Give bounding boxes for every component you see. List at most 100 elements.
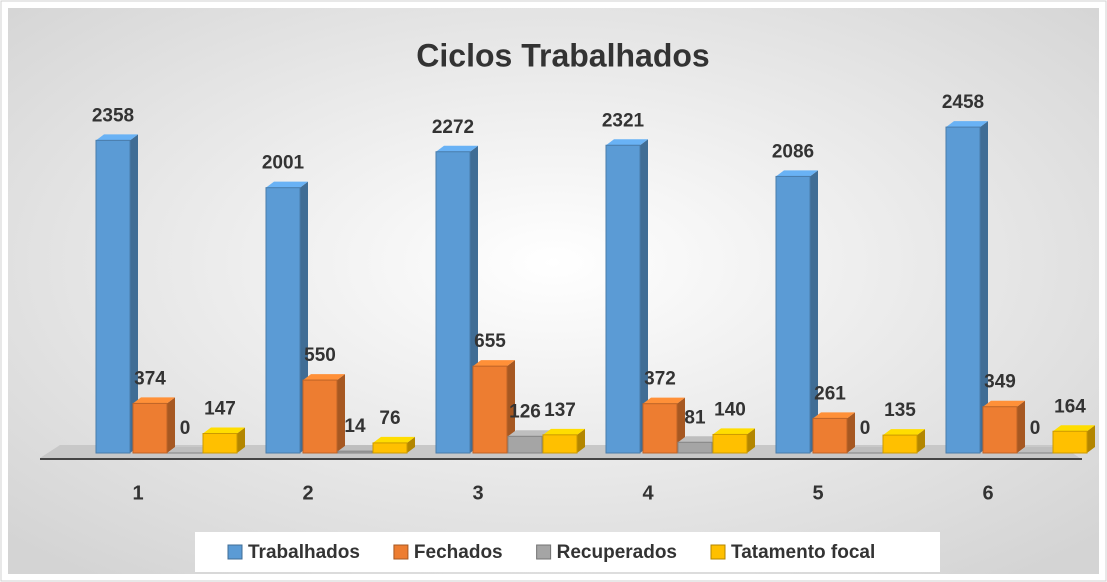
bar-side (640, 139, 648, 453)
legend-swatch (227, 544, 243, 560)
data-label: 0 (180, 418, 191, 439)
bar-top (848, 447, 890, 453)
data-label: 0 (860, 418, 871, 439)
bar-top (436, 145, 478, 152)
bar-top (1053, 425, 1095, 432)
x-tick-label: 3 (472, 482, 483, 504)
bar (542, 434, 578, 454)
bar (302, 379, 338, 454)
data-label: 76 (379, 408, 400, 429)
bar-top (946, 121, 988, 128)
data-label: 2358 (92, 105, 134, 126)
bar (642, 403, 678, 454)
bar-top (678, 436, 720, 443)
bar-side (507, 360, 515, 453)
bar-side (237, 427, 245, 453)
bar-side (167, 397, 175, 453)
x-tick-label: 5 (812, 482, 823, 504)
bar-top (203, 427, 245, 434)
data-label: 81 (684, 407, 706, 428)
data-label: 164 (1054, 396, 1086, 417)
bar-top (1018, 447, 1060, 453)
data-label: 2272 (432, 117, 474, 138)
bar (372, 442, 408, 454)
bar (882, 434, 918, 454)
data-label: 349 (984, 372, 1016, 393)
bar (202, 433, 238, 454)
data-label: 2086 (772, 141, 814, 162)
x-tick-label: 4 (642, 482, 654, 504)
data-label: 14 (344, 416, 366, 437)
bar-side (980, 121, 988, 454)
bar-top (473, 360, 515, 367)
legend-swatch (536, 544, 552, 560)
bar-side (1017, 400, 1025, 453)
bar-side (917, 429, 925, 453)
x-tick-label: 6 (982, 482, 993, 504)
bar-top (713, 428, 755, 435)
bar (435, 151, 471, 454)
bar-side (130, 134, 138, 453)
legend-label: Recuperados (557, 542, 677, 563)
data-label: 126 (509, 401, 541, 422)
data-label: 372 (644, 369, 676, 390)
legend-swatch (393, 544, 409, 560)
bar (775, 175, 811, 454)
bar-top (133, 397, 175, 404)
bar-side (337, 374, 345, 453)
data-label: 374 (134, 368, 166, 389)
bar-side (407, 436, 415, 453)
bar-top (373, 436, 415, 443)
x-tick-label: 1 (132, 482, 143, 504)
bar (95, 139, 131, 454)
data-label: 550 (304, 345, 336, 366)
bar-side (747, 428, 755, 453)
data-label: 135 (884, 400, 916, 421)
bar (1052, 430, 1088, 454)
chart-area (8, 8, 1099, 574)
bar-top (168, 447, 210, 453)
bar (605, 144, 641, 454)
bar (132, 402, 168, 454)
x-tick-label: 2 (302, 482, 313, 504)
chart-title: Ciclos Trabalhados (416, 37, 709, 73)
bar (982, 406, 1018, 454)
bar-top (813, 412, 855, 419)
bar (945, 126, 981, 454)
bar-top (643, 397, 685, 404)
data-label: 140 (714, 399, 746, 420)
data-label: 147 (204, 399, 236, 420)
bar (712, 433, 748, 454)
bar-side (847, 412, 855, 453)
bar-side (1087, 425, 1095, 453)
bar (507, 435, 543, 454)
legend-label: Tatamento focal (731, 542, 875, 563)
bar (472, 365, 508, 454)
legend (195, 532, 940, 572)
bar-top (96, 134, 138, 141)
data-label: 2001 (262, 153, 305, 174)
bar-top (606, 139, 648, 146)
bar (337, 450, 373, 454)
bar-top (983, 400, 1025, 407)
data-label: 655 (474, 331, 506, 352)
legend-swatch (710, 544, 726, 560)
data-label: 2458 (942, 92, 984, 113)
bar-top (303, 374, 345, 381)
bar-top (338, 445, 380, 452)
bar-top (543, 428, 585, 435)
data-label: 2321 (602, 110, 645, 131)
bar-top (883, 429, 925, 436)
bar-top (266, 181, 308, 188)
bar (677, 441, 713, 454)
bar (265, 187, 301, 454)
bar-side (577, 428, 585, 453)
data-label: 137 (544, 400, 576, 421)
bar-top (508, 430, 550, 437)
legend-label: Trabalhados (248, 542, 360, 563)
bar (812, 417, 848, 454)
legend-label: Fechados (414, 542, 503, 563)
data-label: 261 (814, 383, 846, 404)
bar-top (776, 170, 818, 177)
